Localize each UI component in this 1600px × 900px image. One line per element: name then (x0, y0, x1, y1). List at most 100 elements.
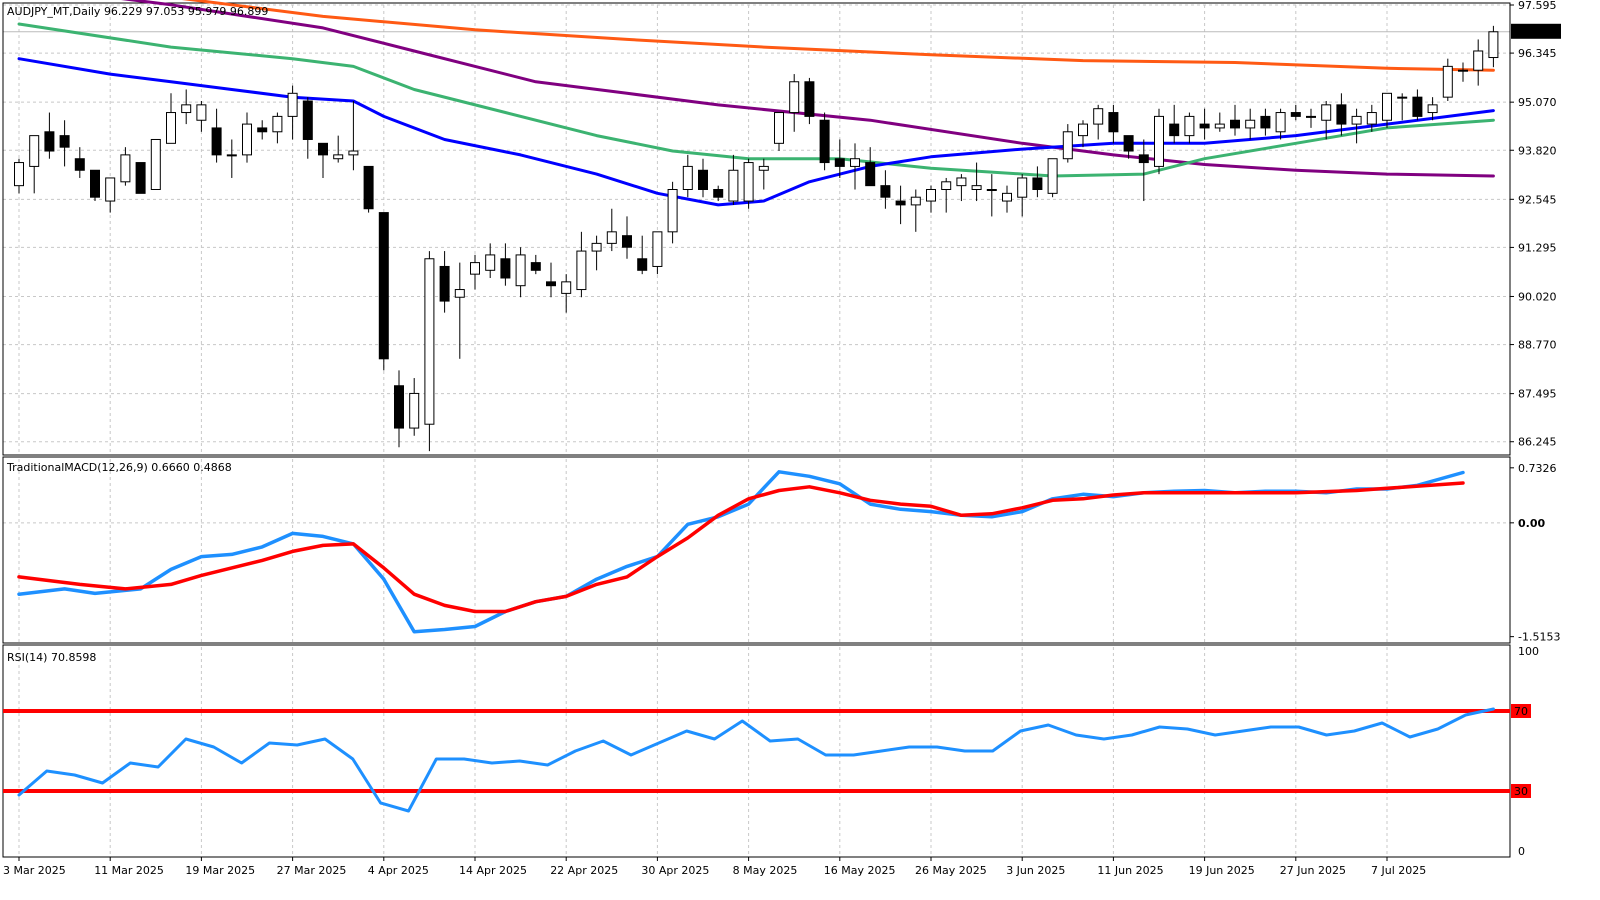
candle-down (546, 281, 556, 287)
candle-down (1032, 177, 1043, 191)
candle-down (880, 185, 891, 198)
candle-up (409, 392, 420, 429)
rsi-y-tick-label: 100 (1518, 645, 1539, 658)
price-pane-frame (2, 2, 1511, 456)
candle-up (561, 281, 572, 294)
rsi-lines (3, 707, 1510, 813)
macd-y-tick-label: 0.00 (1518, 517, 1545, 530)
x-tick-label: 19 Mar 2025 (185, 864, 255, 877)
candle-up (515, 254, 526, 287)
candle-up (226, 154, 237, 157)
candle-up (986, 189, 997, 192)
grid (3, 4, 1510, 855)
candle-down (834, 158, 845, 167)
candle-up (682, 165, 693, 191)
candle-down (500, 258, 511, 279)
candle-down (865, 162, 876, 187)
candle-up (29, 135, 40, 167)
candle-up (971, 185, 982, 191)
candle-up (1488, 31, 1499, 59)
price-y-tick-label: 93.820 (1518, 144, 1557, 157)
macd-pane-frame (2, 456, 1511, 644)
x-tick-label: 27 Mar 2025 (277, 864, 347, 877)
candle-up (150, 138, 161, 191)
candle-up (1382, 92, 1392, 121)
candle-down (318, 142, 328, 156)
candle-down (713, 189, 724, 198)
last-price-label: 96.899 (1515, 26, 1557, 39)
candle-up (105, 177, 116, 202)
candle-up (850, 158, 860, 167)
candle-down (637, 258, 648, 271)
candle-up (333, 154, 344, 160)
candle-down (530, 262, 541, 271)
candle-down (1230, 119, 1240, 129)
macd-series-line (17, 470, 1465, 634)
x-tick-label: 14 Apr 2025 (459, 864, 527, 877)
candle-up (1473, 50, 1484, 71)
moving-average-line (17, 22, 1495, 178)
rsi-y-tick-label: 0 (1518, 845, 1525, 858)
candle-up (196, 104, 207, 121)
x-tick-label: 19 Jun 2025 (1189, 864, 1255, 877)
candle-up (728, 169, 739, 202)
candle-up (743, 162, 754, 202)
macd-header: TraditionalMACD(12,26,9) 0.6660 0.4868 (6, 461, 232, 474)
moving-average-line (121, 0, 1495, 178)
candle-down (1260, 115, 1271, 129)
candle-up (1078, 123, 1088, 137)
candle-up (941, 181, 952, 191)
price-y-tick-label: 97.595 (1518, 0, 1557, 12)
candle-down (1108, 112, 1119, 133)
price-y-tick-label: 95.070 (1518, 96, 1557, 109)
candle-down (1336, 104, 1347, 125)
rsi-level-box (1511, 704, 1531, 718)
candle-up (1002, 192, 1012, 202)
candle-down (895, 200, 906, 206)
candle-down (363, 165, 374, 210)
candle-down (257, 127, 268, 133)
candle-up (926, 189, 936, 202)
candle-up (1184, 115, 1195, 137)
candle-up (1442, 65, 1453, 98)
x-tick-label: 3 Mar 2025 (3, 864, 66, 877)
candle-up (1306, 115, 1316, 118)
price-y-tick-label: 91.295 (1518, 241, 1557, 254)
candle-up (1047, 158, 1058, 194)
candle-up (242, 123, 252, 156)
macd-y-tick-label: 0.7326 (1518, 462, 1557, 475)
candle-up (1366, 112, 1377, 125)
candle-up (591, 242, 602, 252)
candle-down (74, 158, 85, 171)
candle-up (652, 231, 663, 267)
candle-down (1199, 123, 1210, 129)
price-y-tick-label: 92.545 (1518, 193, 1557, 206)
candlesticks (14, 25, 1499, 452)
candle-down (302, 100, 313, 140)
candle-up (287, 92, 298, 117)
candle-down (439, 265, 450, 302)
candle-up (758, 165, 769, 171)
candle-up (1321, 104, 1332, 121)
candle-down (1412, 96, 1423, 117)
x-tick-label: 7 Jul 2025 (1371, 864, 1426, 877)
candle-up (1397, 96, 1408, 99)
candle-down (59, 135, 70, 148)
price-y-tick-label: 87.495 (1518, 388, 1557, 401)
moving-averages (17, 0, 1495, 207)
candle-up (166, 112, 176, 144)
candle-up (774, 112, 784, 144)
x-tick-label: 11 Mar 2025 (94, 864, 164, 877)
x-tick-label: 3 Jun 2025 (1006, 864, 1065, 877)
rsi-header: RSI(14) 70.8598 (7, 651, 96, 664)
candle-up (1351, 115, 1362, 125)
candle-up (606, 231, 617, 244)
candle-up (424, 258, 435, 425)
moving-average-line (181, 0, 1495, 72)
candle-up (1275, 112, 1286, 133)
candle-up (181, 104, 192, 114)
candle-up (910, 196, 921, 206)
price-header: AUDJPY_MT,Daily 96.229 97.053 95.979 96.… (7, 5, 268, 18)
price-y-tick-label: 96.345 (1518, 47, 1557, 60)
